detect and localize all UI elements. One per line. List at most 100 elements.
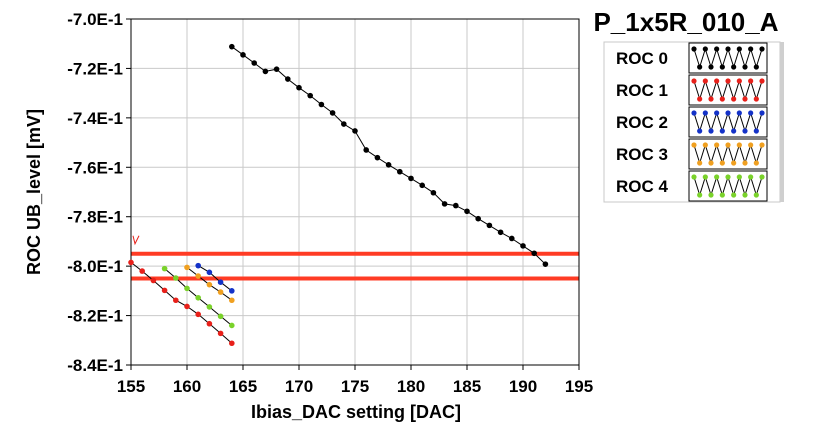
y-tick-label: -8.4E-1 bbox=[67, 356, 123, 375]
legend-swatch-marker bbox=[759, 78, 765, 84]
data-point bbox=[509, 235, 515, 242]
x-tick-label: 180 bbox=[397, 377, 425, 396]
data-point bbox=[150, 277, 157, 284]
legend-swatch-marker bbox=[691, 78, 697, 84]
legend-swatch-marker bbox=[748, 110, 754, 116]
legend-swatch-marker bbox=[697, 160, 703, 166]
data-point bbox=[329, 110, 336, 116]
series-0 bbox=[229, 43, 549, 267]
legend-swatch-marker bbox=[708, 192, 714, 198]
legend-item: ROC 4 bbox=[616, 170, 768, 202]
legend-swatch-marker bbox=[714, 142, 720, 148]
plot-title: P_1x5R_010_A bbox=[593, 7, 778, 37]
y-tick-label: -7.6E-1 bbox=[67, 158, 123, 177]
legend-swatch-marker bbox=[725, 78, 731, 84]
legend-swatch-marker bbox=[742, 160, 748, 166]
legend-label: ROC 4 bbox=[616, 177, 669, 196]
data-point bbox=[206, 281, 213, 288]
data-point bbox=[475, 215, 482, 222]
data-point bbox=[262, 68, 269, 75]
legend-swatch-marker bbox=[691, 46, 697, 52]
series-1 bbox=[128, 259, 235, 347]
data-point bbox=[453, 202, 459, 209]
legend-swatch-marker bbox=[759, 142, 765, 148]
legend-swatch-marker bbox=[759, 110, 765, 116]
data-point bbox=[385, 162, 392, 168]
legend-label: ROC 1 bbox=[616, 81, 668, 100]
legend-swatch-marker bbox=[753, 64, 759, 70]
legend-swatch-marker bbox=[719, 128, 725, 134]
data-point bbox=[273, 66, 280, 72]
legend-swatch-marker bbox=[731, 96, 737, 102]
legend-swatch-marker bbox=[736, 110, 742, 116]
data-point bbox=[542, 261, 549, 267]
legend-swatch-marker bbox=[708, 160, 714, 166]
legend-swatch-marker bbox=[731, 128, 737, 134]
legend-swatch-marker bbox=[736, 174, 742, 180]
legend-swatch-marker bbox=[697, 64, 703, 70]
legend-swatch-marker bbox=[702, 78, 708, 84]
y-tick-label: -8.0E-1 bbox=[67, 257, 123, 276]
data-point bbox=[184, 303, 190, 310]
data-point bbox=[408, 175, 414, 182]
legend-swatch-marker bbox=[742, 128, 748, 134]
legend-swatch-marker bbox=[725, 46, 731, 52]
data-point bbox=[497, 229, 504, 236]
legend-swatch-marker bbox=[708, 64, 714, 70]
x-tick-label: 155 bbox=[117, 377, 145, 396]
data-point bbox=[240, 52, 246, 58]
series-group bbox=[128, 43, 549, 347]
x-axis-title: Ibias_DAC setting [DAC] bbox=[251, 402, 461, 422]
data-point bbox=[419, 182, 426, 189]
data-point bbox=[363, 147, 370, 153]
legend-swatch-marker bbox=[725, 142, 731, 148]
x-tick-label: 190 bbox=[509, 377, 537, 396]
data-point bbox=[161, 265, 168, 272]
legend-label: ROC 0 bbox=[616, 49, 668, 68]
data-point bbox=[441, 201, 448, 207]
data-point bbox=[217, 330, 224, 337]
series-line bbox=[130, 262, 233, 344]
data-point bbox=[195, 294, 201, 301]
data-point bbox=[341, 121, 347, 127]
data-point bbox=[217, 289, 224, 295]
legend-swatch-marker bbox=[697, 96, 703, 102]
y-tick-labels: -7.0E-1 -7.2E-1 -7.4E-1 -7.6E-1 -7.8E-1 -8.0E… bbox=[67, 10, 123, 375]
legend-swatch-marker bbox=[742, 64, 748, 70]
y-tick-label: -7.2E-1 bbox=[67, 59, 123, 78]
legend-swatch-marker bbox=[748, 142, 754, 148]
legend-swatch-marker bbox=[759, 174, 765, 180]
data-point bbox=[229, 288, 235, 294]
legend-swatch-marker bbox=[753, 192, 759, 198]
x-tick-label: 195 bbox=[565, 377, 593, 396]
legend-swatch-marker bbox=[714, 110, 720, 116]
legend-swatch-marker bbox=[697, 128, 703, 134]
x-tick-label: 160 bbox=[173, 377, 201, 396]
legend-item: ROC 2 bbox=[616, 106, 768, 138]
data-point bbox=[464, 208, 470, 215]
y-tick-label: -7.8E-1 bbox=[67, 208, 123, 227]
legend: ROC 0 ROC 1 ROC 2 ROC 3 ROC 4 bbox=[603, 41, 784, 203]
legend-items: ROC 0 ROC 1 ROC 2 ROC 3 ROC 4 bbox=[616, 42, 768, 202]
data-point bbox=[318, 101, 325, 108]
series-3 bbox=[184, 264, 235, 304]
data-point bbox=[173, 275, 179, 281]
data-point bbox=[184, 285, 190, 292]
x-tick-label: 165 bbox=[229, 377, 257, 396]
x-tick-label: 170 bbox=[285, 377, 313, 396]
legend-swatch-marker bbox=[719, 96, 725, 102]
data-point bbox=[195, 273, 201, 279]
data-point bbox=[397, 168, 403, 175]
data-point bbox=[184, 264, 190, 271]
legend-swatch-marker bbox=[748, 78, 754, 84]
legend-swatch-marker bbox=[725, 174, 731, 180]
data-point bbox=[195, 262, 201, 269]
legend-swatch-marker bbox=[736, 142, 742, 148]
legend-swatch-marker bbox=[731, 192, 737, 198]
data-point bbox=[139, 268, 145, 274]
x-tick-labels: 155 160 165 170 175 180 185 190 195 bbox=[117, 377, 593, 396]
legend-swatch-marker bbox=[742, 96, 748, 102]
series-line bbox=[197, 265, 233, 292]
legend-swatch-marker bbox=[725, 110, 731, 116]
